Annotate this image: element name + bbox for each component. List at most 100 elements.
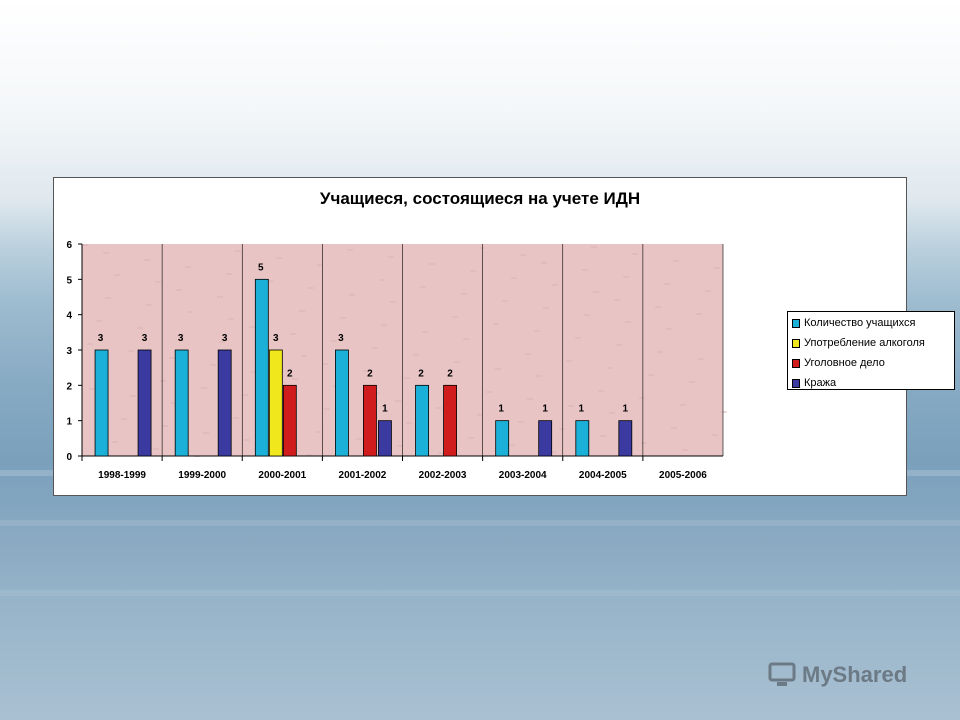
plot-texture [705, 290, 711, 292]
chart-legend: Количество учащихся Употребление алкоголя… [787, 311, 955, 390]
plot-texture [689, 381, 695, 383]
plot-texture [153, 448, 159, 450]
plot-texture [639, 397, 645, 399]
plot-texture [655, 306, 661, 308]
plot-texture [420, 286, 426, 288]
bar [618, 420, 633, 457]
plot-texture [137, 327, 143, 329]
plot-texture [600, 435, 606, 437]
data-label: 3 [222, 333, 228, 344]
plot-texture [509, 444, 515, 446]
data-label: 3 [98, 333, 104, 344]
plot-texture [584, 314, 590, 316]
plot-texture [324, 408, 330, 410]
plot-texture [559, 428, 565, 430]
plot-texture [452, 316, 458, 318]
plot-texture [438, 452, 444, 454]
plot-texture [495, 368, 501, 370]
plot-texture [682, 449, 688, 451]
plot-texture [169, 357, 175, 359]
plot-texture [301, 355, 307, 357]
plot-texture [534, 330, 540, 332]
plot-texture [176, 289, 182, 291]
bar [363, 384, 377, 457]
plot-texture [671, 427, 677, 429]
plot-texture [331, 340, 337, 342]
plot-texture [363, 370, 369, 372]
plot-texture [518, 421, 524, 423]
y-tick-label: 2 [66, 381, 72, 392]
plot-texture [598, 390, 604, 392]
y-tick-label: 3 [66, 346, 72, 357]
plot-texture [413, 354, 419, 356]
plot-texture [395, 400, 401, 402]
plot-texture [317, 264, 323, 266]
x-tick-label: 2002-2003 [419, 470, 467, 481]
data-label: 3 [178, 333, 184, 344]
plot-texture [664, 283, 670, 285]
plot-texture [356, 438, 362, 440]
data-label: 1 [579, 404, 585, 415]
legend-item: Количество учащихся [792, 316, 916, 330]
legend-item: Кража [792, 376, 836, 390]
y-tick-label: 1 [66, 417, 72, 428]
legend-swatch [792, 338, 800, 348]
plot-texture [267, 280, 273, 282]
plot-texture [121, 418, 127, 420]
bar [415, 384, 429, 457]
data-label: 1 [623, 404, 629, 415]
x-tick-label: 2005-2006 [659, 470, 707, 481]
data-label: 2 [418, 368, 424, 379]
legend-label: Употребление алкоголя [804, 337, 925, 349]
plot-texture [541, 262, 547, 264]
plot-texture [698, 358, 704, 360]
plot-texture [502, 300, 508, 302]
plot-texture [406, 422, 412, 424]
plot-texture [623, 276, 629, 278]
plot-texture [721, 411, 727, 413]
watermark-text: MyShared [802, 662, 908, 687]
plot-texture [155, 281, 161, 283]
legend-label: Кража [804, 377, 837, 389]
plot-texture [251, 371, 257, 373]
legend-swatch [792, 318, 800, 328]
plot-texture [429, 263, 435, 265]
plot-texture [82, 244, 88, 246]
plot-texture [315, 431, 321, 433]
plot-texture [210, 364, 216, 366]
plot-texture [244, 439, 250, 441]
plot-texture [340, 317, 346, 319]
plot-texture [185, 266, 191, 268]
data-label: 2 [367, 368, 373, 379]
plot-texture [89, 388, 95, 390]
plot-texture [614, 299, 620, 301]
legend-item: Уголовное дело [792, 356, 885, 370]
data-label: 3 [273, 333, 279, 344]
plot-texture [666, 328, 672, 330]
plot-texture [242, 394, 248, 396]
plot-texture [461, 293, 467, 295]
plot-texture [249, 326, 255, 328]
plot-texture [470, 270, 476, 272]
plot-texture [219, 341, 225, 343]
y-tick-label: 5 [66, 275, 72, 286]
bar [217, 349, 232, 457]
plot-texture [422, 331, 428, 333]
bar [174, 349, 189, 457]
plot-texture [479, 247, 485, 249]
plot-texture [536, 375, 542, 377]
bar [378, 420, 392, 457]
plot-texture [130, 395, 136, 397]
plot-texture [226, 273, 232, 275]
plot-texture [486, 391, 492, 393]
plot-texture [493, 323, 499, 325]
plot-texture [235, 250, 241, 252]
bar-chart: 0 1 2 3 4 5 6 1998-1999 3 3 1999-2000 3 3 2000-2001 5 3… [66, 240, 727, 481]
legend-label: Уголовное дело [804, 357, 885, 369]
x-tick-label: 2000-2001 [258, 470, 306, 481]
bar [282, 384, 297, 457]
plot-texture [575, 337, 581, 339]
plot-texture [322, 363, 328, 365]
plot-texture [217, 296, 223, 298]
bar [443, 384, 457, 457]
